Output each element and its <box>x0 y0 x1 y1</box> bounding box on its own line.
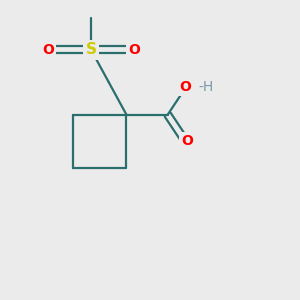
Text: O: O <box>181 134 193 148</box>
Text: O: O <box>43 43 54 57</box>
Text: S: S <box>85 42 97 57</box>
Text: O: O <box>179 80 191 94</box>
Text: -H: -H <box>199 80 214 94</box>
Text: O: O <box>128 43 140 57</box>
